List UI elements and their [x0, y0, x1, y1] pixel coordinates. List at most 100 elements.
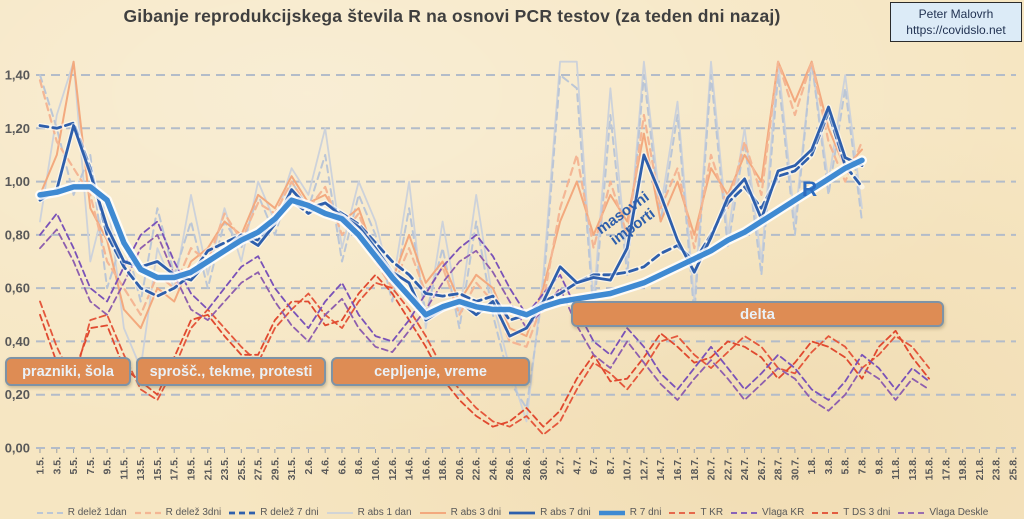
credit-box: Peter Malovrh https://covidslo.net: [890, 2, 1022, 43]
x-tick-label: 7.8.: [857, 457, 869, 475]
x-tick-label: 28.6.: [521, 457, 533, 480]
x-tick-label: 9.8.: [873, 457, 885, 475]
x-tick-label: 9.5.: [102, 457, 114, 475]
y-tick-label: 0,80: [5, 227, 30, 242]
x-tick-label: 28.7.: [773, 457, 785, 480]
x-tick-label: 6.6.: [337, 457, 349, 475]
x-tick-label: 13.5.: [135, 457, 147, 480]
x-tick-label: 15.8.: [924, 457, 936, 480]
x-tick-label: 6.7.: [588, 457, 600, 475]
x-tick-label: 7.5.: [85, 457, 97, 475]
legend-line-sample: [229, 511, 256, 514]
x-tick-label: 18.7.: [689, 457, 701, 480]
legend-item-Vlaga-Deskle: Vlaga Deskle: [897, 507, 988, 518]
x-tick-label: 17.8.: [940, 457, 952, 480]
legend-label: Vlaga Deskle: [929, 507, 989, 518]
x-tick-label: 14.6.: [404, 457, 416, 480]
x-tick-label: 4.6.: [320, 457, 332, 475]
x-tick-label: 19.5.: [186, 457, 198, 480]
legend-line-sample: [669, 511, 696, 514]
x-tick-label: 1.5.: [35, 457, 47, 475]
y-tick-label: 0,00: [5, 441, 30, 456]
x-tick-label: 22.7.: [722, 457, 734, 480]
legend-label: R abs 7 dni: [540, 507, 591, 518]
y-tick-label: 1,20: [5, 121, 30, 136]
x-tick-label: 12.6.: [387, 457, 399, 480]
annotation-box-prazniki: prazniki, šola: [5, 357, 131, 386]
x-tick-label: 11.8.: [890, 457, 902, 480]
legend-item-R-abs-7-dni: R abs 7 dni: [508, 507, 591, 518]
series-R-delež-7-dni: [38, 110, 864, 322]
legend-line-sample: [812, 511, 839, 514]
legend-item-R-abs-1-dan: R abs 1 dan: [326, 507, 412, 518]
legend-line-sample: [326, 511, 353, 514]
annotation-label: cepljenje, vreme: [374, 363, 487, 380]
credit-url[interactable]: https://covidslo.net: [906, 23, 1006, 38]
series-group: [35, 60, 930, 436]
x-tick-label: 24.6.: [487, 457, 499, 480]
x-tick-label: 11.5.: [118, 457, 130, 480]
series-T-DS-3-dni: [39, 273, 930, 428]
x-tick-label: 5.5.: [68, 457, 80, 475]
x-tick-label: 13.8.: [907, 457, 919, 480]
y-tick-label: 1,00: [5, 174, 30, 189]
legend-line-sample: [898, 511, 925, 514]
annotation-label: delta: [739, 305, 775, 323]
legend-line-sample: [36, 511, 63, 514]
page-title: Gibanje reprodukcijskega števila R na os…: [123, 6, 781, 26]
x-axis-labels: 1.5. 3.5. 5.5. 7.5. 9.5. 11.5. 13.5. 15.5. 17.5.…: [35, 449, 1020, 480]
y-tick-label: 0,40: [5, 334, 30, 349]
x-tick-label: 26.6.: [504, 457, 516, 480]
legend-label: R delež 7 dni: [260, 507, 319, 518]
x-tick-label: 21.5.: [202, 457, 214, 480]
x-tick-label: 31.5.: [286, 457, 298, 480]
legend-label: T DS 3 dni: [843, 507, 891, 518]
y-tick-label: 0,20: [5, 387, 30, 402]
annotation-r-label: R: [802, 178, 818, 201]
legend-label: R abs 3 dni: [450, 507, 502, 518]
legend-item-R-delež-7-dni: R delež 7 dni: [228, 507, 319, 518]
legend-item-R-delež-1dan: R delež 1dan: [36, 507, 127, 518]
x-tick-label: 29.5.: [269, 457, 281, 480]
x-tick-label: 12.7.: [638, 457, 650, 480]
legend-label: T KR: [700, 507, 724, 518]
x-tick-label: 14.7.: [655, 457, 667, 480]
annotation-box-delta: delta: [571, 301, 944, 327]
x-tick-label: 18.6.: [437, 457, 449, 480]
x-tick-label: 8.6.: [353, 457, 365, 475]
x-tick-label: 4.7.: [571, 457, 583, 475]
series-R-7-dni: [37, 157, 865, 318]
x-tick-label: 1.8.: [806, 457, 818, 475]
x-tick-label: 19.8.: [957, 457, 969, 480]
x-tick-label: 2.6.: [303, 457, 315, 475]
y-tick-label: 1,40: [5, 68, 30, 83]
x-tick-label: 10.7.: [622, 457, 634, 480]
x-tick-label: 15.5.: [152, 457, 164, 480]
credit-author: Peter Malovrh: [918, 7, 994, 21]
x-tick-label: 16.7.: [672, 457, 684, 480]
x-tick-label: 16.6.: [420, 457, 432, 480]
series-R-abs-3-dni: [39, 60, 863, 338]
legend-line-sample: [598, 510, 625, 515]
y-tick-label: 0,60: [5, 281, 30, 296]
y-axis-labels: 0,00 0,20 0,40 0,60 0,80 1,00 1,20 1,40: [5, 68, 30, 456]
x-tick-label: 25.8.: [1008, 457, 1020, 480]
x-tick-label: 23.8.: [991, 457, 1003, 480]
legend-line-sample: [509, 511, 536, 514]
annotation-label: sprošč., tekme, protesti: [149, 363, 313, 380]
legend-item-R-abs-3-dni: R abs 3 dni: [419, 507, 502, 518]
legend-label: R 7 dni: [629, 507, 662, 518]
legend-label: Vlaga KR: [762, 507, 805, 518]
x-tick-label: 10.6.: [370, 457, 382, 480]
x-tick-label: 20.7.: [706, 457, 718, 480]
legend-item-Vlaga-KR: Vlaga KR: [730, 507, 804, 518]
x-tick-label: 24.7.: [739, 457, 751, 480]
x-tick-label: 22.6.: [471, 457, 483, 480]
x-tick-label: 8.7.: [605, 457, 617, 475]
x-tick-label: 5.8.: [840, 457, 852, 475]
x-tick-label: 30.6.: [538, 457, 550, 480]
x-tick-label: 30.7.: [789, 457, 801, 480]
x-tick-label: 26.7.: [756, 457, 768, 480]
